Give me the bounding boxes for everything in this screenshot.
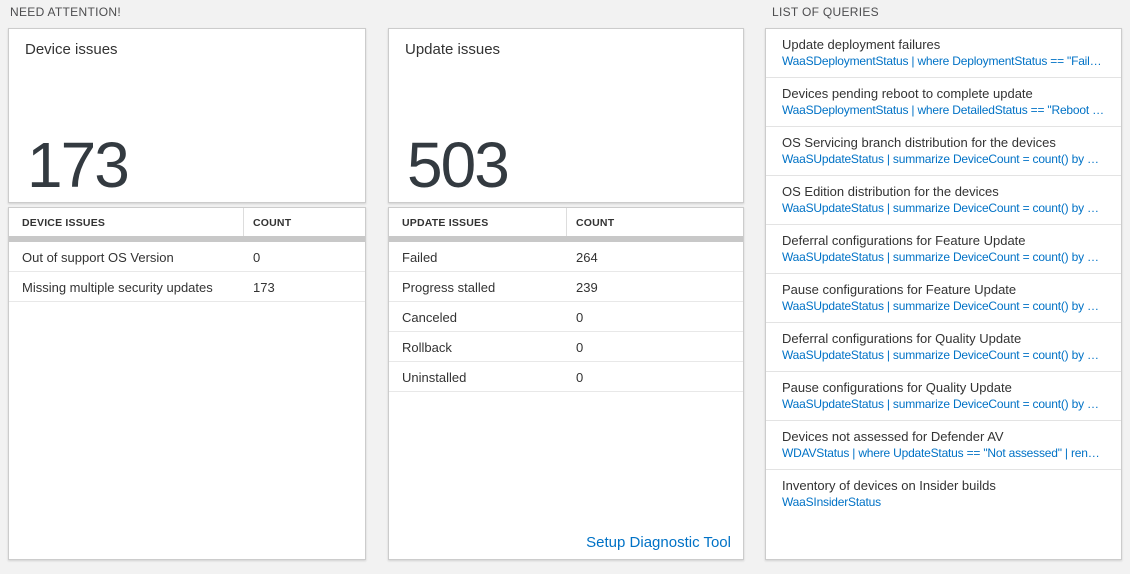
query-item[interactable]: Deferral configurations for Feature Upda… bbox=[766, 225, 1121, 274]
device-issues-table: DEVICE ISSUES COUNT Out of support OS Ve… bbox=[8, 207, 366, 560]
column-divider bbox=[566, 208, 567, 236]
update-issues-count-value: 503 bbox=[407, 129, 510, 201]
query-text: WaaSUpdateStatus | summarize DeviceCount… bbox=[782, 201, 1106, 215]
query-title: Pause configurations for Quality Update bbox=[782, 380, 1012, 395]
table-header-divider-bar bbox=[389, 236, 743, 242]
device-issues-count-value: 173 bbox=[27, 129, 130, 201]
query-text: WaaSDeploymentStatus | where DeploymentS… bbox=[782, 54, 1106, 68]
row-count: 239 bbox=[576, 280, 598, 295]
setup-diagnostic-tool-link[interactable]: Setup Diagnostic Tool bbox=[586, 534, 731, 551]
query-text: WDAVStatus | where UpdateStatus == "Not … bbox=[782, 446, 1106, 460]
query-text: WaaSDeploymentStatus | where DetailedSta… bbox=[782, 103, 1106, 117]
query-item[interactable]: OS Servicing branch distribution for the… bbox=[766, 127, 1121, 176]
table-row[interactable]: Rollback 0 bbox=[389, 332, 743, 362]
device-issues-column-header: DEVICE ISSUES bbox=[22, 217, 106, 229]
row-label: Canceled bbox=[402, 310, 457, 325]
update-issues-column-header: UPDATE ISSUES bbox=[402, 217, 489, 229]
queries-panel: Update deployment failures WaaSDeploymen… bbox=[765, 28, 1122, 560]
query-text: WaaSInsiderStatus bbox=[782, 495, 881, 509]
row-count: 264 bbox=[576, 250, 598, 265]
query-text: WaaSUpdateStatus | summarize DeviceCount… bbox=[782, 348, 1106, 362]
row-count: 0 bbox=[576, 370, 584, 385]
row-label: Rollback bbox=[402, 340, 452, 355]
table-row[interactable]: Missing multiple security updates 173 bbox=[9, 272, 365, 302]
query-text: WaaSUpdateStatus | summarize DeviceCount… bbox=[782, 299, 1106, 313]
update-issues-card-title: Update issues bbox=[405, 41, 501, 58]
query-text: WaaSUpdateStatus | summarize DeviceCount… bbox=[782, 397, 1106, 411]
query-title: OS Servicing branch distribution for the… bbox=[782, 135, 1056, 150]
update-issues-card[interactable]: Update issues 503 bbox=[388, 28, 744, 203]
row-label: Failed bbox=[402, 250, 438, 265]
table-row[interactable]: Failed 264 bbox=[389, 242, 743, 272]
query-item[interactable]: Update deployment failures WaaSDeploymen… bbox=[766, 29, 1121, 78]
column-divider bbox=[243, 208, 244, 236]
update-issues-table: UPDATE ISSUES COUNT Failed 264 Progress … bbox=[388, 207, 744, 560]
table-header-divider-bar bbox=[9, 236, 365, 242]
row-label: Missing multiple security updates bbox=[22, 280, 213, 295]
query-item[interactable]: Devices not assessed for Defender AV WDA… bbox=[766, 421, 1121, 470]
query-text: WaaSUpdateStatus | summarize DeviceCount… bbox=[782, 152, 1106, 166]
count-column-header: COUNT bbox=[253, 217, 292, 229]
query-title: Deferral configurations for Quality Upda… bbox=[782, 331, 1022, 346]
query-text: WaaSUpdateStatus | summarize DeviceCount… bbox=[782, 250, 1106, 264]
query-title: Devices pending reboot to complete updat… bbox=[782, 86, 1033, 101]
update-issues-table-header: UPDATE ISSUES COUNT bbox=[389, 208, 743, 236]
query-item[interactable]: Devices pending reboot to complete updat… bbox=[766, 78, 1121, 127]
query-title: OS Edition distribution for the devices bbox=[782, 184, 999, 199]
row-label: Uninstalled bbox=[402, 370, 467, 385]
query-item[interactable]: Pause configurations for Quality Update … bbox=[766, 372, 1121, 421]
query-item[interactable]: Inventory of devices on Insider builds W… bbox=[766, 470, 1121, 518]
query-title: Devices not assessed for Defender AV bbox=[782, 429, 1004, 444]
row-count: 0 bbox=[253, 250, 261, 265]
query-title: Update deployment failures bbox=[782, 37, 941, 52]
query-item[interactable]: OS Edition distribution for the devices … bbox=[766, 176, 1121, 225]
table-row[interactable]: Progress stalled 239 bbox=[389, 272, 743, 302]
query-title: Inventory of devices on Insider builds bbox=[782, 478, 996, 493]
table-row[interactable]: Out of support OS Version 0 bbox=[9, 242, 365, 272]
query-title: Pause configurations for Feature Update bbox=[782, 282, 1017, 297]
query-item[interactable]: Pause configurations for Feature Update … bbox=[766, 274, 1121, 323]
count-column-header: COUNT bbox=[576, 217, 615, 229]
row-label: Out of support OS Version bbox=[22, 250, 174, 265]
device-issues-table-header: DEVICE ISSUES COUNT bbox=[9, 208, 365, 236]
table-row[interactable]: Uninstalled 0 bbox=[389, 362, 743, 392]
table-row[interactable]: Canceled 0 bbox=[389, 302, 743, 332]
row-count: 0 bbox=[576, 310, 584, 325]
list-of-queries-heading: LIST OF QUERIES bbox=[772, 5, 879, 19]
need-attention-heading: NEED ATTENTION! bbox=[10, 5, 121, 19]
device-issues-card[interactable]: Device issues 173 bbox=[8, 28, 366, 203]
row-count: 173 bbox=[253, 280, 275, 295]
row-count: 0 bbox=[576, 340, 584, 355]
query-title: Deferral configurations for Feature Upda… bbox=[782, 233, 1026, 248]
row-label: Progress stalled bbox=[402, 280, 496, 295]
device-issues-card-title: Device issues bbox=[25, 41, 118, 58]
query-item[interactable]: Deferral configurations for Quality Upda… bbox=[766, 323, 1121, 372]
